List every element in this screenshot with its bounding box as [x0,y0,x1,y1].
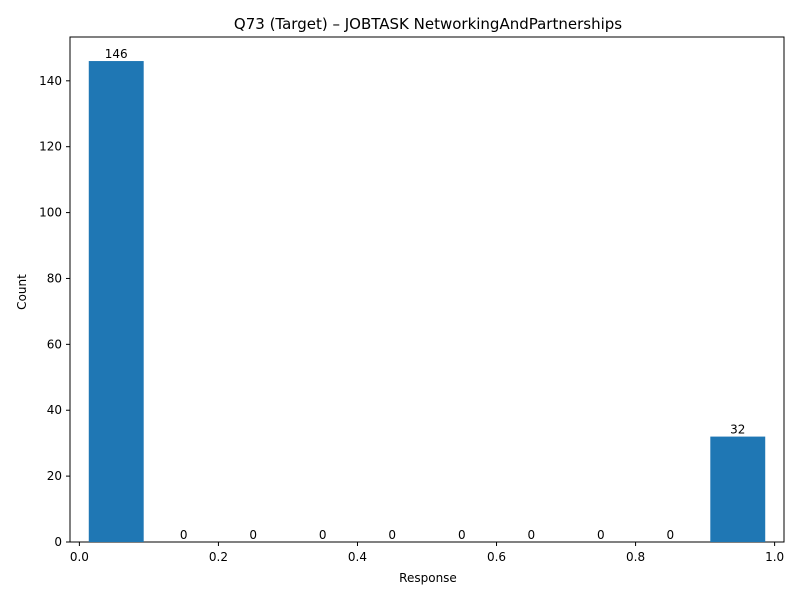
bar-value-label: 0 [458,528,466,542]
y-tick-label: 80 [47,271,62,285]
x-tick-label: 0.6 [487,550,506,564]
y-tick-label: 140 [39,74,62,88]
bar-value-label: 146 [105,47,128,61]
y-tick-label: 120 [39,140,62,154]
y-axis: 0 20 40 60 80 100 120 140 [39,74,70,549]
x-axis: 0.0 0.2 0.4 0.6 0.8 1.0 [70,542,784,564]
bar [88,61,144,543]
bar-value-label: 0 [527,528,535,542]
x-tick-label: 0.4 [348,550,367,564]
bar-value-label: 0 [249,528,257,542]
bar-value-label: 32 [730,423,745,437]
plot-area [69,36,785,543]
x-tick-label: 0.2 [209,550,228,564]
bar-value-label: 0 [667,528,675,542]
y-axis-label: Count [15,274,29,310]
chart-title: Q73 (Target) – JOBTASK NetworkingAndPart… [234,15,622,33]
x-axis-label: Response [399,571,457,585]
y-tick-label: 100 [39,206,62,220]
bars [88,61,766,543]
x-tick-label: 0.8 [626,550,645,564]
bar [710,436,766,542]
bar-value-label: 0 [597,528,605,542]
x-tick-label: 1.0 [765,550,784,564]
y-tick-label: 60 [47,337,62,351]
bar-value-label: 0 [388,528,396,542]
y-tick-label: 40 [47,403,62,417]
y-tick-label: 0 [54,535,62,549]
bar-labels: 146 0 0 0 0 0 0 0 0 32 [105,47,746,542]
x-tick-label: 0.0 [70,550,89,564]
y-tick-label: 20 [47,469,62,483]
bar-value-label: 0 [180,528,188,542]
bar-value-label: 0 [319,528,327,542]
plot-frame [69,36,785,543]
